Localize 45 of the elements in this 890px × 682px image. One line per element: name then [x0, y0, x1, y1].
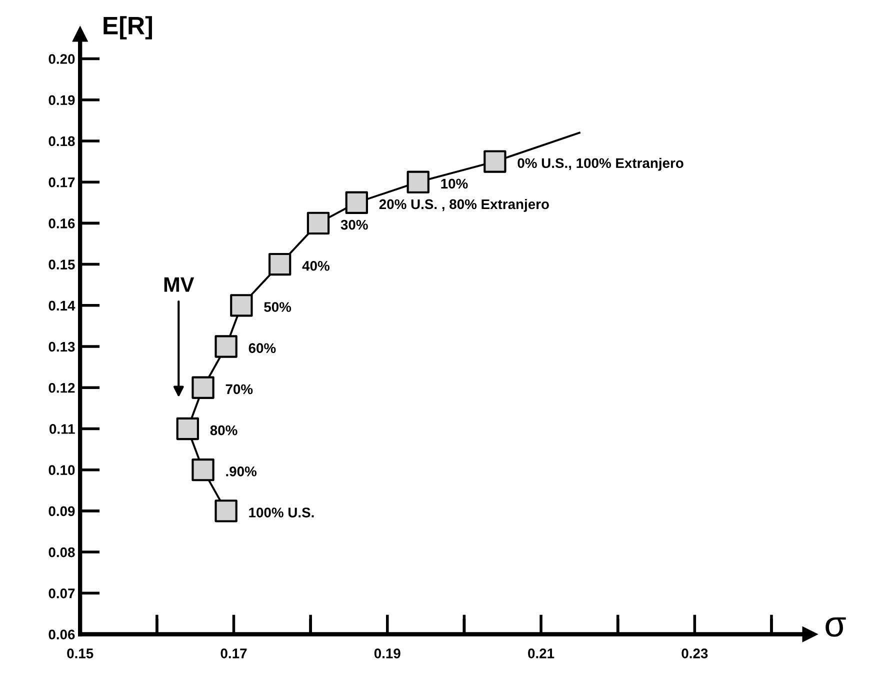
annotation: 100% U.S. — [249, 508, 314, 518]
y-tick-label: 0.09 — [48, 506, 75, 516]
y-tick-label: 0.12 — [48, 382, 75, 393]
point — [214, 500, 238, 522]
y-tick-label: 0.13 — [48, 342, 75, 352]
y-tick-label: 0.19 — [48, 95, 75, 106]
annotation: 80% — [210, 425, 238, 436]
y-tick-label: 0.18 — [48, 136, 75, 146]
y-axis-title: E[R] — [104, 16, 152, 40]
y-tick-label: 0.08 — [48, 547, 75, 558]
point — [214, 335, 238, 358]
point — [192, 376, 214, 399]
annotation: 0% U.S., 100% Extranjero — [518, 158, 684, 171]
y-tick-label: 0.10 — [48, 465, 75, 475]
x-tick-label: 0.23 — [682, 648, 708, 658]
point — [230, 294, 253, 317]
x-tick-label: 0.15 — [67, 648, 94, 658]
annotation: 50% — [264, 302, 292, 312]
annotation: 30% — [340, 220, 368, 230]
annotation: MV — [164, 277, 194, 292]
x-tick-label: 0.17 — [220, 648, 247, 658]
x-tick-label: 0.21 — [528, 648, 554, 658]
y-tick-label: 0.15 — [48, 260, 75, 270]
x-tick-label: 0.19 — [374, 648, 400, 658]
point — [484, 150, 506, 173]
point — [306, 212, 330, 235]
annotation: 20% U.S. , 80% Extranjero — [379, 198, 549, 212]
annotation: 70% — [226, 384, 253, 394]
y-tick-label: 0.16 — [48, 218, 75, 228]
y-tick-label: 0.17 — [48, 177, 75, 188]
y-tick-label: 0.20 — [48, 54, 75, 64]
point — [345, 191, 368, 214]
y-tick-label: 0.14 — [48, 300, 76, 311]
y-tick-label: 0.11 — [50, 424, 75, 434]
point — [176, 417, 199, 440]
y-tick-label: 0.06 — [48, 630, 75, 640]
x-axis-title: σ — [826, 617, 846, 637]
annotation: 40% — [302, 260, 330, 271]
point — [268, 252, 292, 276]
point — [192, 458, 214, 482]
y-tick-label: 0.07 — [48, 588, 75, 598]
annotation: .90% — [226, 466, 257, 476]
annotation: 10% — [441, 178, 468, 189]
annotation: 60% — [248, 343, 276, 354]
point — [406, 170, 430, 194]
